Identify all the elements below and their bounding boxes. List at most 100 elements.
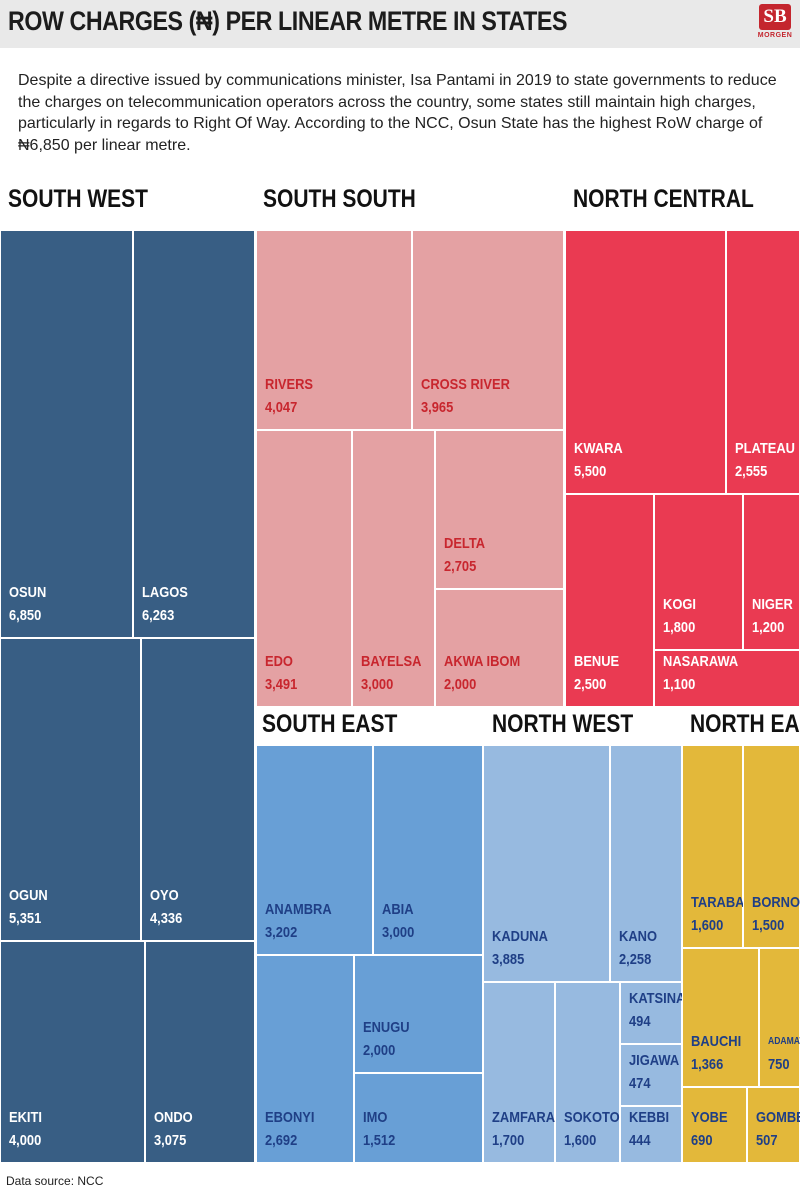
tile-bauchi: BAUCHI 1,366 xyxy=(682,948,759,1087)
tile-label: JIGAWA 474 xyxy=(629,1049,679,1095)
state-value: 3,000 xyxy=(361,676,394,693)
state-value: 1,366 xyxy=(691,1056,724,1073)
state-name: ANAMBRA xyxy=(265,901,332,918)
tile-label: ENUGU 2,000 xyxy=(363,1016,410,1062)
tile-label: OSUN 6,850 xyxy=(9,581,46,627)
state-value: 3,000 xyxy=(382,924,415,941)
intro-paragraph: Despite a directive issued by communicat… xyxy=(18,72,777,154)
state-name: GOMBE xyxy=(756,1109,800,1126)
tile-label: SOKOTO 1,600 xyxy=(564,1106,620,1152)
state-value: 2,500 xyxy=(574,676,607,693)
state-name: KEBBI xyxy=(629,1109,670,1126)
state-value: 1,600 xyxy=(691,917,724,934)
region-label-north-west: NORTH WEST xyxy=(492,710,634,738)
tile-ebonyi: EBONYI 2,692 xyxy=(256,955,354,1163)
state-value: 4,047 xyxy=(265,399,298,416)
tile-label: ADAMAWA 750 xyxy=(768,1030,800,1076)
tile-ogun: OGUN 5,351 xyxy=(0,638,141,941)
state-name: RIVERS xyxy=(265,376,314,393)
tile-enugu: ENUGU 2,000 xyxy=(354,955,483,1073)
state-value: 494 xyxy=(629,1013,651,1030)
state-value: 444 xyxy=(629,1132,651,1149)
state-value: 6,263 xyxy=(142,607,175,624)
state-value: 690 xyxy=(691,1132,713,1149)
tile-label: GOMBE 507 xyxy=(756,1106,800,1152)
tile-label: YOBE 690 xyxy=(691,1106,728,1152)
tile-label: ZAMFARA 1,700 xyxy=(492,1106,555,1152)
tile-label: BENUE 2,500 xyxy=(574,650,619,696)
tile-label: OYO 4,336 xyxy=(150,884,182,930)
tile-gombe: GOMBE 507 xyxy=(747,1087,800,1163)
state-name: TARABA xyxy=(691,894,745,911)
tile-katsina: KATSINA 494 xyxy=(620,982,685,1044)
tile-sokoto: SOKOTO 1,600 xyxy=(555,982,620,1163)
state-value: 1,800 xyxy=(663,619,696,636)
tile-label: KADUNA 3,885 xyxy=(492,925,548,971)
state-name: NIGER xyxy=(752,596,793,613)
tile-label: BAYELSA 3,000 xyxy=(361,650,421,696)
tile-adamawa: ADAMAWA 750 xyxy=(759,948,800,1087)
tile-cross-river: CROSS RIVER 3,965 xyxy=(412,230,564,430)
tile-label: BAUCHI 1,366 xyxy=(691,1030,741,1076)
state-name: KADUNA xyxy=(492,928,548,945)
tile-label: CROSS RIVER 3,965 xyxy=(421,373,510,419)
tile-label: KEBBI 444 xyxy=(629,1106,669,1152)
tile-label: RIVERS 4,047 xyxy=(265,373,313,419)
state-name: AKWA IBOM xyxy=(444,653,521,670)
tile-label: OGUN 5,351 xyxy=(9,884,48,930)
state-name: BAUCHI xyxy=(691,1033,742,1050)
tile-kogi: KOGI 1,800 xyxy=(654,494,743,650)
tile-zamfara: ZAMFARA 1,700 xyxy=(483,982,555,1163)
state-value: 2,555 xyxy=(735,463,768,480)
state-name: ENUGU xyxy=(363,1019,410,1036)
brand-logo-mark: SB xyxy=(759,4,791,30)
state-value: 3,202 xyxy=(265,924,298,941)
tile-jigawa: JIGAWA 474 xyxy=(620,1044,682,1106)
tile-label: DELTA 2,705 xyxy=(444,532,485,578)
state-value: 2,000 xyxy=(444,676,477,693)
state-value: 1,100 xyxy=(663,676,696,693)
tile-label: TARABA 1,600 xyxy=(691,891,745,937)
tile-kwara: KWARA 5,500 xyxy=(565,230,726,494)
tile-plateau: PLATEAU 2,555 xyxy=(726,230,800,494)
title-bar: ROW CHARGES (₦) PER LINEAR METRE IN STAT… xyxy=(0,0,800,48)
state-name: EBONYI xyxy=(265,1109,315,1126)
region-label-north-central: NORTH CENTRAL xyxy=(573,185,754,213)
state-name: NASARAWA xyxy=(663,653,739,670)
state-value: 1,500 xyxy=(752,917,785,934)
state-value: 3,965 xyxy=(421,399,454,416)
tile-label: LAGOS 6,263 xyxy=(142,581,188,627)
tile-kebbi: KEBBI 444 xyxy=(620,1106,682,1163)
state-value: 5,351 xyxy=(9,910,42,927)
state-name: LAGOS xyxy=(142,584,188,601)
state-name: ZAMFARA xyxy=(492,1109,556,1126)
data-source: Data source: NCC xyxy=(6,1174,104,1188)
brand-logo-subtext: MORGEN xyxy=(757,32,793,39)
region-label-south-west: SOUTH WEST xyxy=(8,185,149,213)
state-name: PLATEAU xyxy=(735,440,795,457)
state-name: OGUN xyxy=(9,887,48,904)
state-name: CROSS RIVER xyxy=(421,376,510,393)
state-name: OYO xyxy=(150,887,179,904)
tile-osun: OSUN 6,850 xyxy=(0,230,133,638)
state-name: DELTA xyxy=(444,535,486,552)
state-name: KANO xyxy=(619,928,657,945)
region-label-south-south: SOUTH SOUTH xyxy=(263,185,416,213)
state-value: 3,491 xyxy=(265,676,298,693)
tile-imo: IMO 1,512 xyxy=(354,1073,483,1163)
state-name: BENUE xyxy=(574,653,620,670)
tile-yobe: YOBE 690 xyxy=(682,1087,747,1163)
tile-ondo: ONDO 3,075 xyxy=(145,941,255,1163)
state-name: EDO xyxy=(265,653,293,670)
state-value: 3,075 xyxy=(154,1132,187,1149)
state-value: 1,600 xyxy=(564,1132,597,1149)
tile-label: KATSINA 494 xyxy=(629,987,685,1033)
tile-label: ANAMBRA 3,202 xyxy=(265,898,332,944)
tile-label: PLATEAU 2,555 xyxy=(735,437,795,483)
state-value: 2,692 xyxy=(265,1132,298,1149)
state-value: 1,700 xyxy=(492,1132,525,1149)
tile-delta: DELTA 2,705 xyxy=(435,430,564,589)
brand-logo: SB MORGEN xyxy=(755,4,795,44)
tile-taraba: TARABA 1,600 xyxy=(682,745,745,948)
